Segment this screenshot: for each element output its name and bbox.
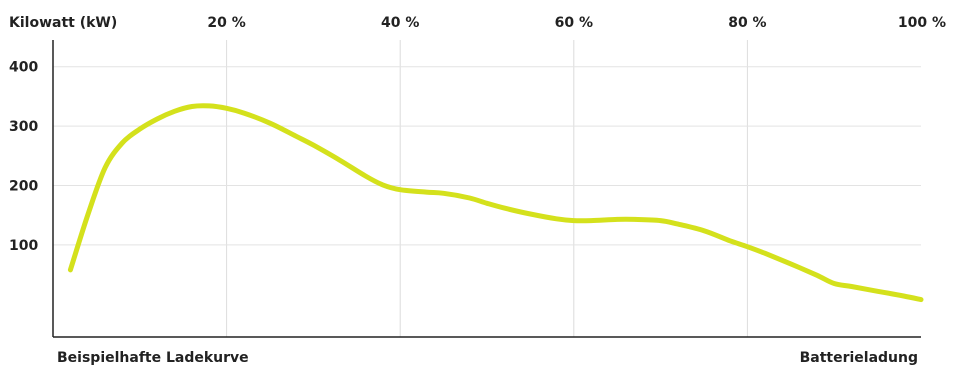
y-tick-label: 400	[9, 60, 38, 76]
tick-labels: 20 % 40 % 60 % 80 % 100 % 100 200 300 400	[9, 15, 946, 254]
x-tick-label: 60 %	[555, 15, 593, 31]
y-axis-title: Kilowatt (kW)	[9, 15, 117, 31]
grid	[53, 40, 921, 337]
x-axis-title: Batterieladung	[800, 350, 918, 366]
y-tick-label: 300	[9, 119, 38, 135]
x-tick-label: 80 %	[728, 15, 766, 31]
x-tick-label: 100 %	[898, 15, 946, 31]
y-tick-label: 100	[9, 238, 38, 254]
x-tick-label: 40 %	[381, 15, 419, 31]
x-tick-label: 20 %	[207, 15, 245, 31]
chart-caption: Beispielhafte Ladekurve	[57, 350, 249, 366]
y-tick-label: 200	[9, 179, 38, 195]
series-line-charging-power	[67, 103, 924, 303]
